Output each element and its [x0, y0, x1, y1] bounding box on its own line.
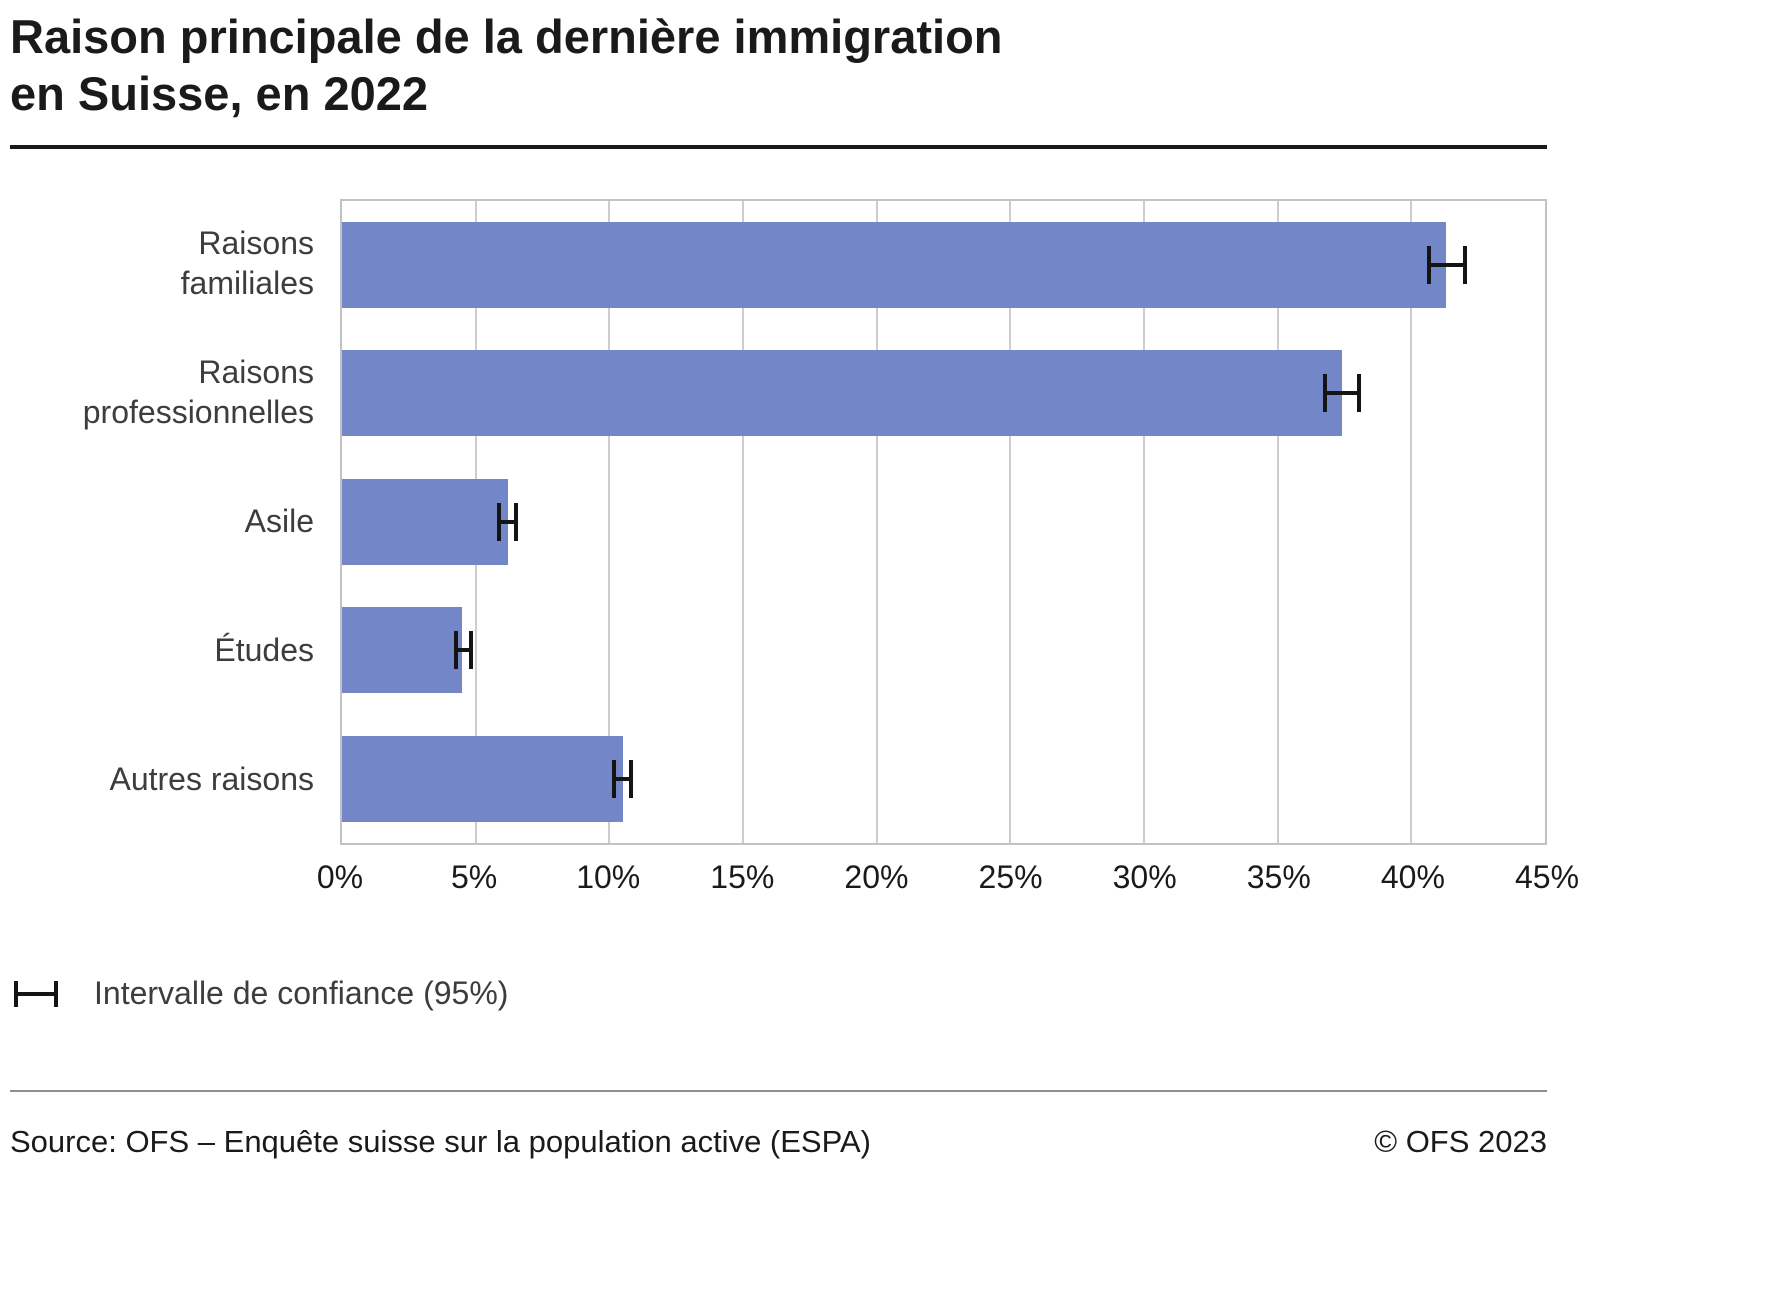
x-tick-label: 5%	[450, 859, 498, 896]
copyright-text: © OFS 2023	[1374, 1124, 1547, 1160]
chart-title: Raison principale de la dernière immigra…	[10, 0, 1547, 123]
gridline	[1009, 200, 1012, 844]
category-label: Raisons professionnelles	[82, 354, 314, 431]
bar-row	[342, 458, 1545, 587]
confidence-interval-icon	[14, 980, 58, 1007]
x-tick-label: 20%	[844, 859, 909, 896]
gridline	[608, 200, 611, 844]
footer: Source: OFS – Enquête suisse sur la popu…	[10, 1124, 1547, 1160]
gridline	[742, 200, 744, 844]
bar	[342, 607, 463, 694]
bar	[342, 350, 1342, 437]
chart-page: Raison principale de la dernière immigra…	[10, 0, 1579, 1160]
category-label: Autres raisons	[109, 761, 314, 798]
x-tick-label: 40%	[1380, 859, 1445, 896]
chart-area: Raisons familiales Raisons professionnell…	[10, 198, 1547, 846]
footer-divider	[10, 1090, 1547, 1093]
x-tick-label: 25%	[978, 859, 1043, 896]
bar-row	[342, 201, 1545, 330]
confidence-interval	[454, 631, 473, 670]
chart-title-line1: Raison principale de la dernière immigra…	[10, 10, 1003, 63]
gridline	[1410, 200, 1413, 844]
category-label: Raisons familiales	[180, 225, 314, 302]
legend-label: Intervalle de confiance (95%)	[94, 975, 509, 1012]
legend: Intervalle de confiance (95%)	[14, 975, 1547, 1012]
category-label: Asile	[244, 503, 314, 540]
x-tick-label: 45%	[1514, 859, 1580, 896]
gridline	[1276, 200, 1279, 844]
confidence-interval	[612, 759, 634, 798]
bar	[342, 478, 508, 565]
bar	[342, 221, 1447, 308]
bar-row	[342, 715, 1545, 844]
category-label: Études	[214, 632, 314, 669]
x-tick-label: 30%	[1112, 859, 1177, 896]
confidence-interval	[1323, 374, 1361, 413]
x-tick-label: 0%	[316, 859, 364, 896]
bar	[342, 735, 623, 822]
source-text: Source: OFS – Enquête suisse sur la popu…	[10, 1124, 871, 1160]
category-labels: Raisons familiales Raisons professionnell…	[10, 199, 340, 846]
title-divider	[10, 144, 1547, 149]
confidence-interval	[1427, 245, 1468, 284]
x-tick-label: 35%	[1246, 859, 1311, 896]
bar-row	[342, 329, 1545, 458]
plot-area	[340, 198, 1547, 846]
x-tick-label: 15%	[710, 859, 775, 896]
gridline	[1143, 200, 1145, 844]
x-tick-label: 10%	[576, 859, 641, 896]
chart-title-line2: en Suisse, en 2022	[10, 67, 429, 121]
bar-row	[342, 586, 1545, 715]
gridline	[875, 200, 878, 844]
confidence-interval	[497, 502, 519, 541]
x-axis: 0% 5% 10% 15% 20% 25% 30% 35% 40% 45%	[317, 859, 1579, 929]
